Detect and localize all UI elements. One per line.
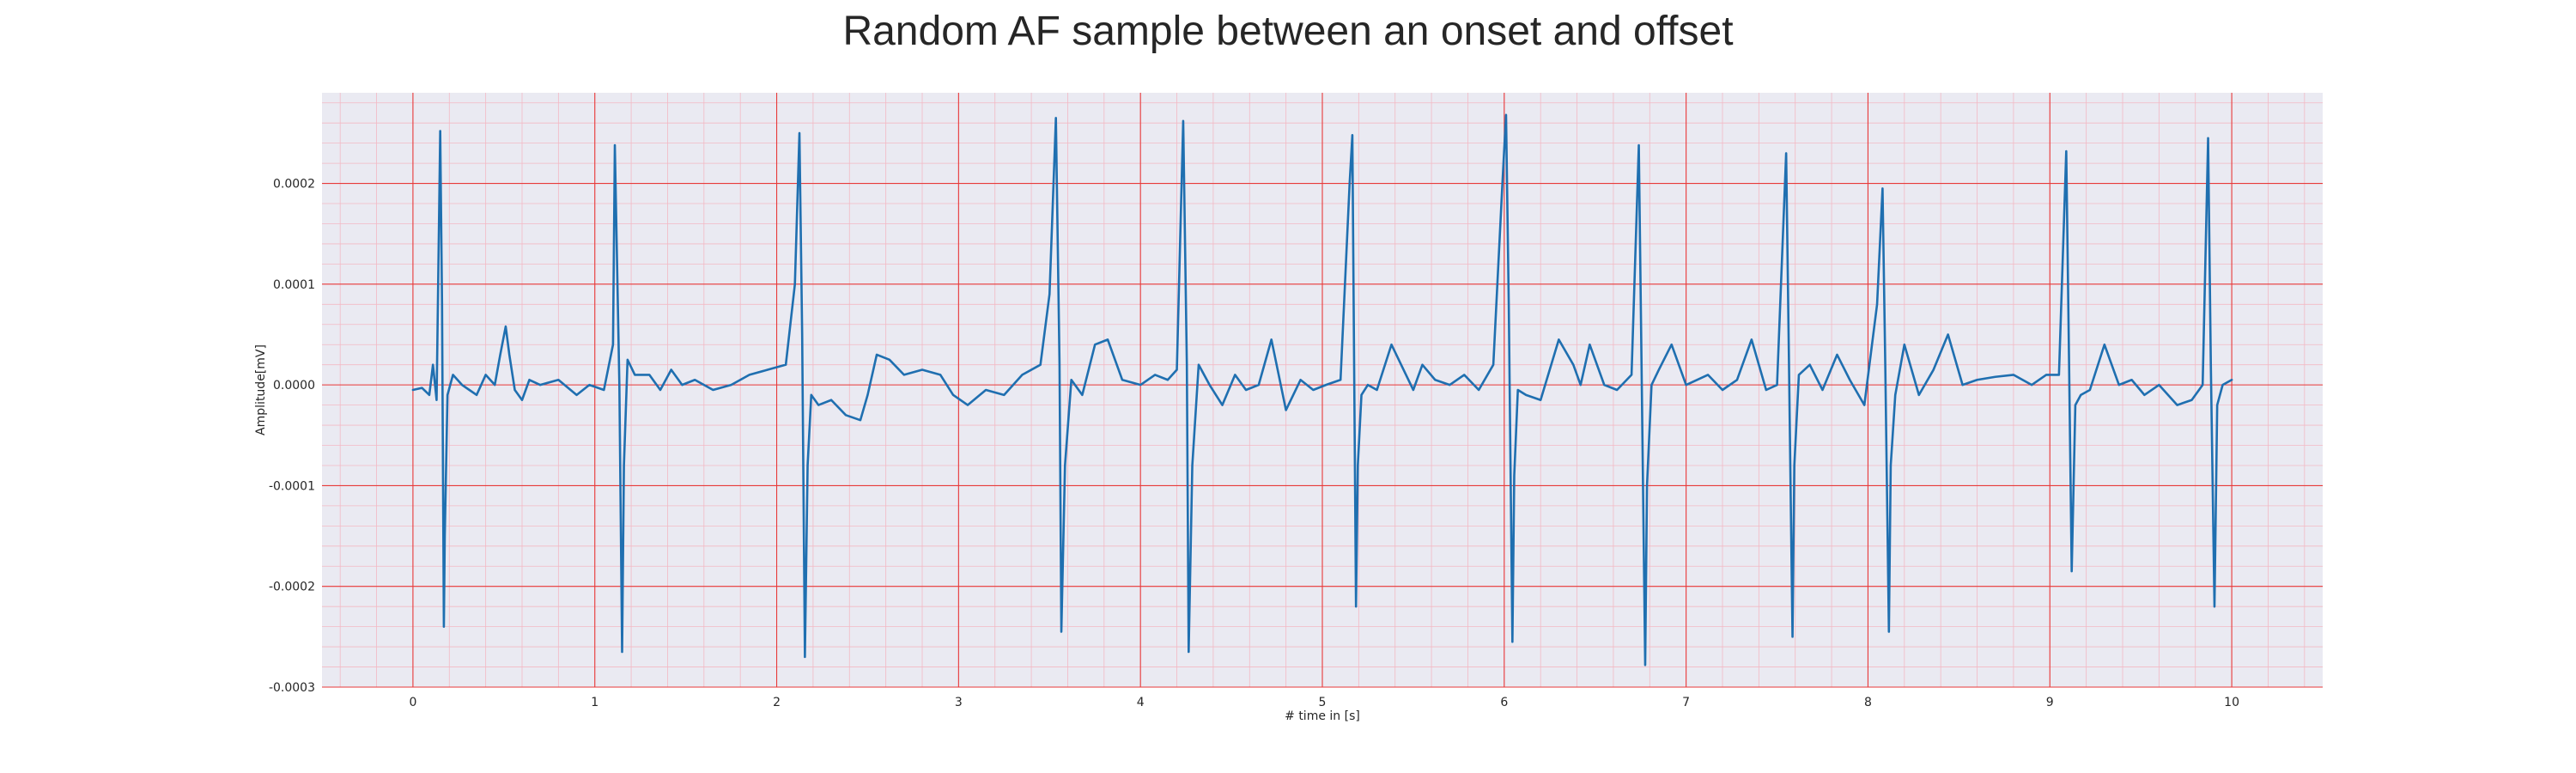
y-tick-label: -0.0002 bbox=[269, 581, 315, 594]
y-tick-label: -0.0001 bbox=[269, 479, 315, 493]
x-tick-label: 9 bbox=[2046, 696, 2054, 709]
y-axis-ticks: -0.0003 -0.0002 -0.0001 0.0000 0.0001 0.0002 bbox=[269, 178, 315, 695]
y-tick-label: 0.0000 bbox=[273, 379, 315, 393]
x-tick-label: 8 bbox=[1864, 696, 1872, 709]
series-layer bbox=[411, 113, 2233, 666]
y-tick-label: 0.0002 bbox=[273, 178, 315, 192]
y-axis-label: Amplitude[mV] bbox=[254, 344, 268, 435]
y-tick-label: 0.0001 bbox=[273, 278, 315, 292]
x-tick-label: 2 bbox=[773, 696, 781, 709]
x-tick-label: 6 bbox=[1500, 696, 1508, 709]
x-tick-label: 7 bbox=[1682, 696, 1690, 709]
chart-title: Random AF sample between an onset and of… bbox=[842, 9, 1733, 54]
y-tick-label: -0.0003 bbox=[269, 681, 315, 695]
x-tick-label: 10 bbox=[2224, 696, 2239, 709]
x-tick-label: 4 bbox=[1137, 696, 1145, 709]
series-line-0 bbox=[411, 113, 2233, 666]
x-axis-ticks: 0 1 2 3 4 5 6 7 8 9 10 bbox=[409, 696, 2239, 709]
x-tick-label: 1 bbox=[591, 696, 598, 709]
x-tick-label: 5 bbox=[1319, 696, 1327, 709]
x-tick-label: 0 bbox=[409, 696, 416, 709]
x-tick-label: 3 bbox=[955, 696, 963, 709]
x-axis-label: # time in [s] bbox=[1285, 709, 1360, 723]
